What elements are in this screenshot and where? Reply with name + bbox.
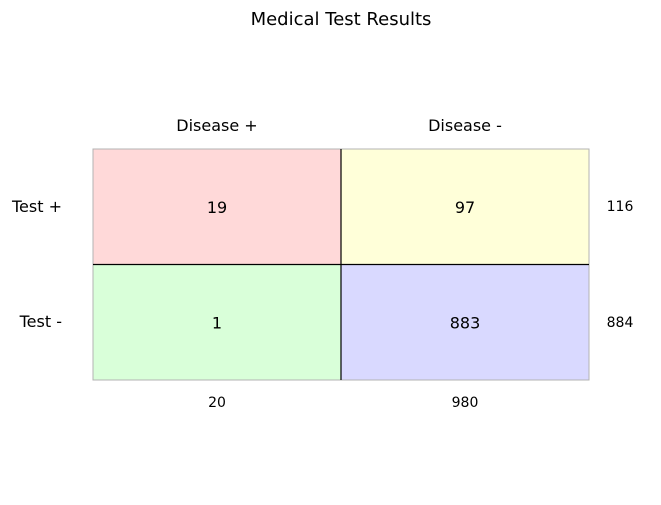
false-positive-cell bbox=[341, 149, 589, 265]
column-header-disease-positive: Disease + bbox=[176, 116, 257, 135]
true-positive-cell bbox=[93, 149, 341, 265]
true-positive-value: 19 bbox=[207, 198, 227, 217]
true-negative-value: 883 bbox=[450, 313, 481, 332]
true-negative-cell bbox=[341, 264, 589, 380]
matrix-cells bbox=[92, 148, 590, 381]
matrix-cell-labels: 19 97 1 883 bbox=[207, 198, 480, 333]
row-total-test-negative: 884 bbox=[607, 315, 634, 331]
column-total-disease-negative: 980 bbox=[452, 395, 479, 411]
row-header-test-negative: Test - bbox=[19, 312, 62, 331]
column-header-disease-negative: Disease - bbox=[428, 116, 502, 135]
row-header-test-positive: Test + bbox=[11, 197, 62, 216]
row-total-test-positive: 116 bbox=[607, 199, 634, 215]
chart-title: Medical Test Results bbox=[251, 9, 432, 30]
false-negative-value: 1 bbox=[212, 313, 222, 332]
false-positive-value: 97 bbox=[455, 198, 475, 217]
false-negative-cell bbox=[93, 264, 341, 380]
column-total-disease-positive: 20 bbox=[208, 395, 226, 411]
